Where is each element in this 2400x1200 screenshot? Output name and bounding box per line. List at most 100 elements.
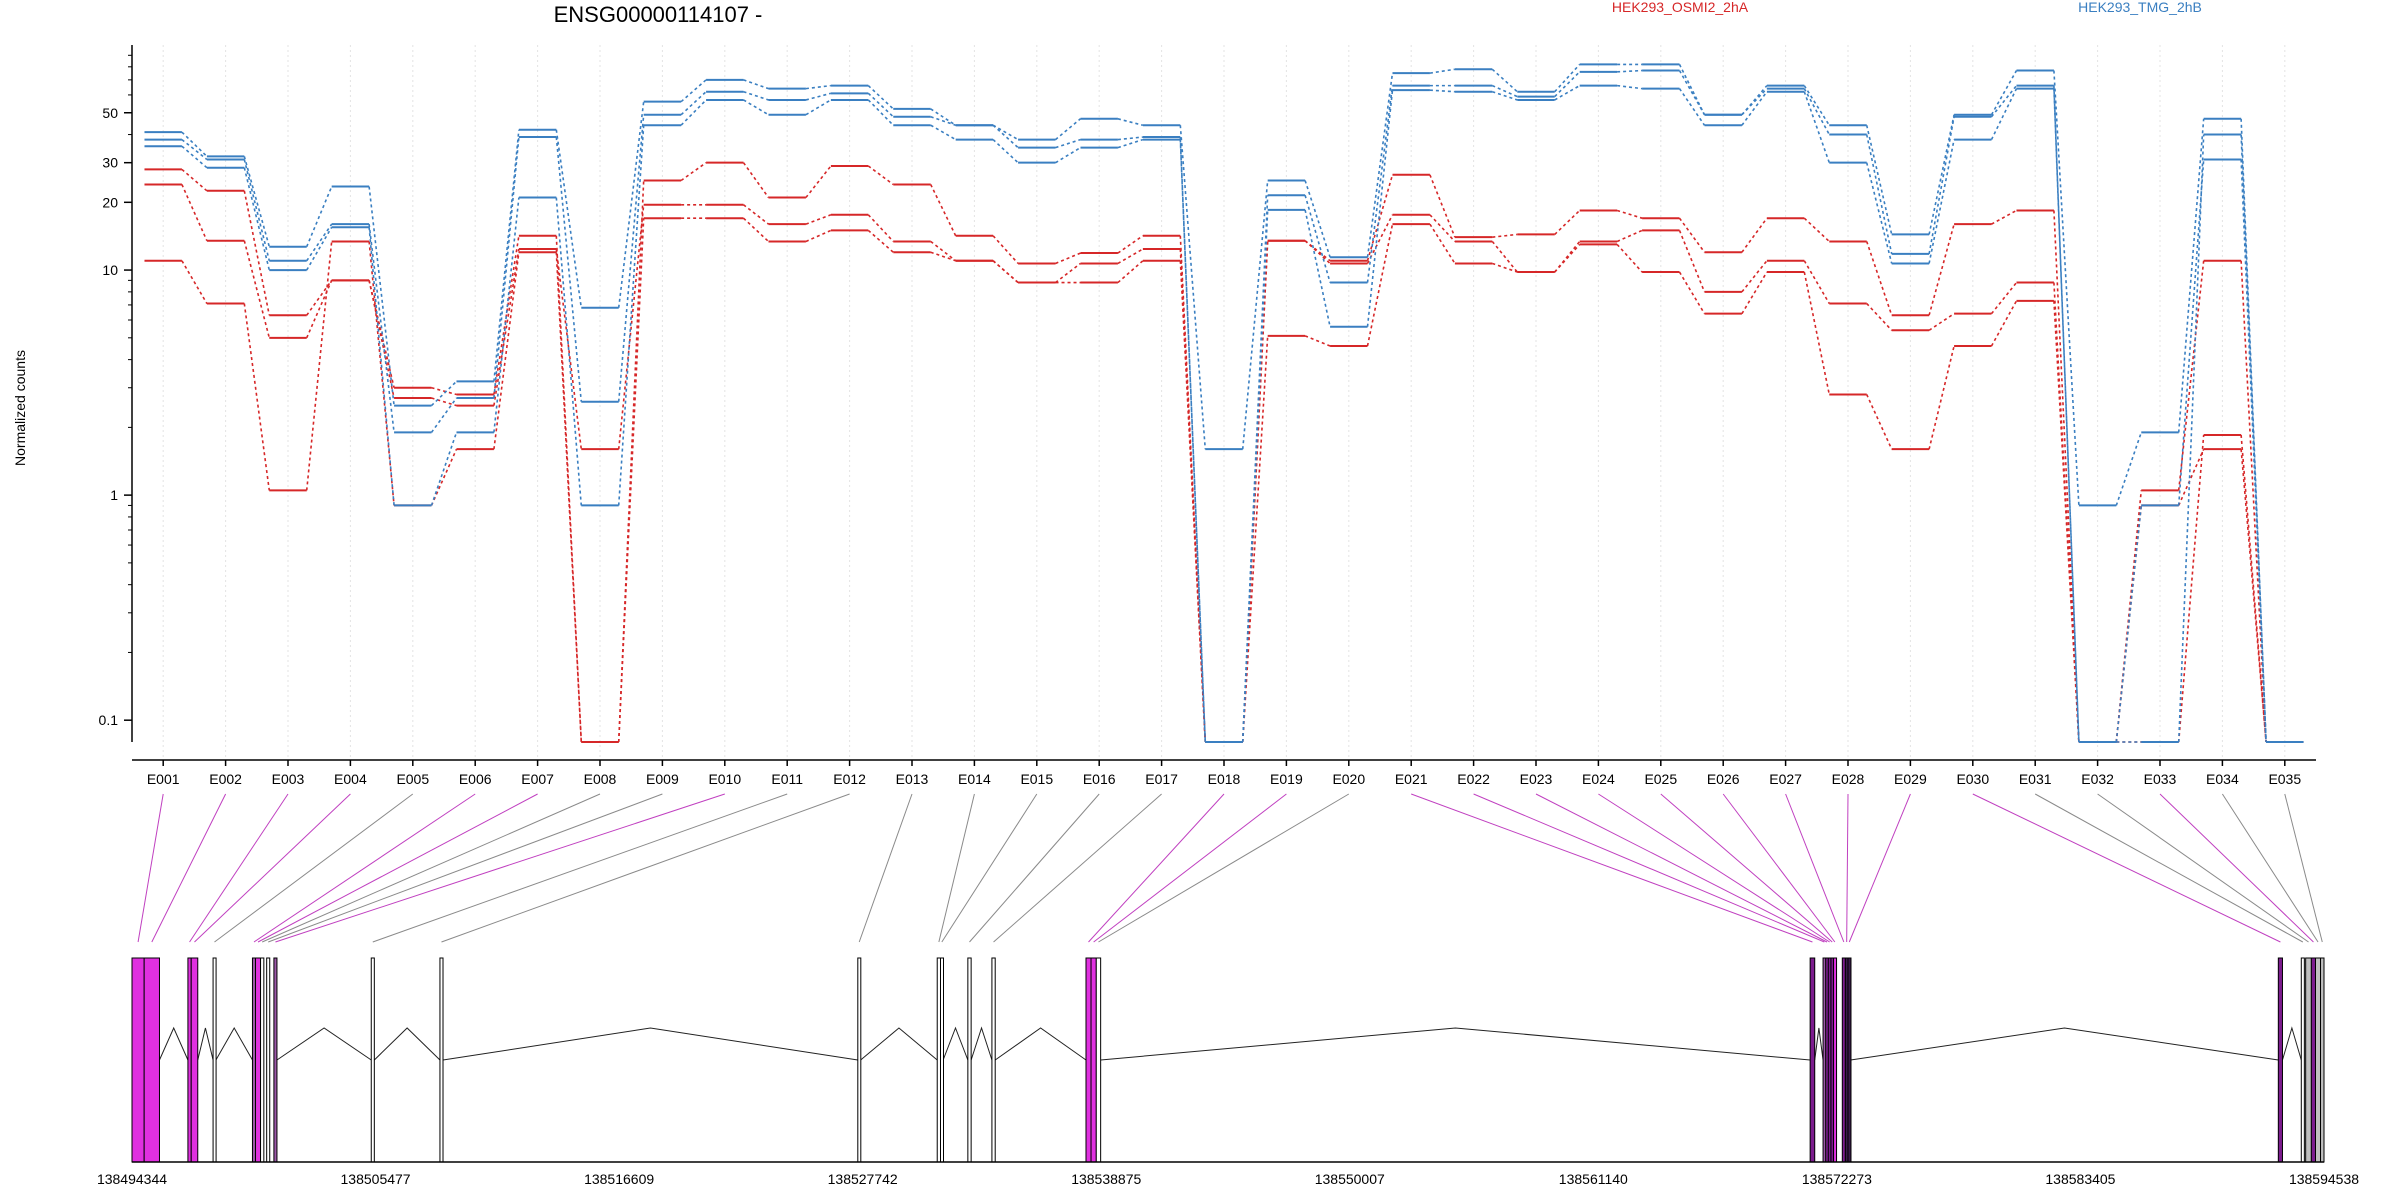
series-transition [1366,90,1394,327]
exon-box-E009 [266,957,271,1163]
coordinate-tick-label: 138505477 [341,1171,411,1187]
x-tick-label-E031: E031 [2019,771,2052,787]
exon-box-E015 [940,957,945,1163]
exon-box-E033 [2310,957,2317,1163]
exon-box-E034 [2315,957,2322,1163]
series-transition [1928,223,1955,316]
series-transition [1429,214,1456,243]
series-transition [1117,235,1144,254]
series-transition [1554,240,1581,273]
series-transition [1055,252,1081,265]
series-transition [617,218,645,743]
coordinate-tick-label: 138561140 [1559,1171,1628,1187]
series-transition [306,223,333,262]
series-transition [1678,70,1706,116]
series-transition [1616,243,1643,273]
series-transition [1304,180,1331,258]
series-transition [930,115,956,127]
series-transition [2053,210,2080,743]
exon-box-E021 [1809,957,1816,1163]
x-tick-label-E008: E008 [584,771,617,787]
exon-connector-E013 [858,793,913,943]
coordinate-tick-label: 138583405 [2045,1171,2115,1187]
intron-line [1100,1027,1811,1061]
y-tick-label: 50 [102,105,118,121]
series-transition [431,386,457,396]
legend-label-tmg: HEK293_TMG_2hB [2078,0,2202,15]
series-transition [2240,260,2267,743]
intron-line [276,1027,372,1061]
series-transition [1304,209,1331,327]
series-transition [992,235,1019,264]
series-transition [1617,84,1643,90]
series-transition [1554,209,1581,235]
series-transition [805,99,832,116]
series-transition [305,241,333,491]
series-transition [2053,88,2080,743]
intron-line [1814,1027,1824,1061]
series-transition [306,279,333,316]
series-transition [1803,217,1830,243]
y-tick-label: 1 [110,487,118,503]
y-axis-label: Normalized counts [12,350,28,466]
exon-connector-E027 [1785,793,1845,943]
series-transition [2053,70,2080,506]
exon-connector-E004 [194,793,351,943]
series-transition [1179,139,1207,743]
series-transition [1617,69,1643,73]
exon-connector-E002 [151,793,227,943]
exon-box-E008 [260,957,265,1163]
x-tick-label-E010: E010 [708,771,741,787]
series-transition [1678,217,1706,253]
series-transition [1117,118,1144,127]
series-transition [555,252,583,743]
exon-box-E020 [1095,957,1102,1163]
x-axis: E001 E002 E003 E004 E005 E006 E007 E008 E009 E010… [132,759,2316,787]
series-transition [1491,240,1518,273]
series-transition [431,397,457,407]
series-transition [493,235,520,395]
series-transition [1429,174,1456,238]
exon-connector-E010 [275,793,725,943]
series-transition [1741,91,1768,126]
series-transition [2177,260,2205,491]
x-tick-label-E005: E005 [396,771,429,787]
x-tick-label-E033: E033 [2144,771,2177,787]
series-transition [243,156,271,247]
series-transition [1366,73,1394,258]
series-transition [1491,68,1518,93]
x-tick-label-E016: E016 [1083,771,1116,787]
series-transition [430,432,458,506]
x-tick-label-E004: E004 [334,771,367,787]
intron-line [994,1027,1087,1061]
x-tick-label-E001: E001 [147,771,180,787]
series-transition [1741,217,1768,253]
exon-connector-E005 [214,793,414,943]
exon-connector-E024 [1598,793,1830,943]
coordinate-tick-label: 138494344 [97,1171,167,1187]
exon-connector-E021 [1411,793,1813,943]
series-transition [1304,240,1331,262]
series-transition [617,204,645,450]
coordinate-tick-label: 138550007 [1315,1171,1385,1187]
exon-box-E019 [1090,957,1097,1163]
series-transition [1741,88,1768,116]
series-transition [742,217,770,243]
coordinate-tick-label: 138594538 [2289,1171,2359,1187]
intron-line [2281,1026,2302,1061]
series-transition [743,79,769,90]
series-transition [493,129,520,382]
series-transition [867,99,894,126]
gene-model [131,957,2325,1163]
exon-box-E035 [2320,957,2325,1163]
series-transition [1678,88,1706,126]
exon-connector-E030 [1972,793,2281,943]
series-transition [1429,223,1456,264]
y-tick-label: 30 [102,155,118,171]
series-transition [1803,88,1830,135]
series-transition [181,131,208,157]
x-tick-label-E015: E015 [1020,771,1053,787]
series-transition [992,124,1019,149]
series-transition [743,204,769,225]
